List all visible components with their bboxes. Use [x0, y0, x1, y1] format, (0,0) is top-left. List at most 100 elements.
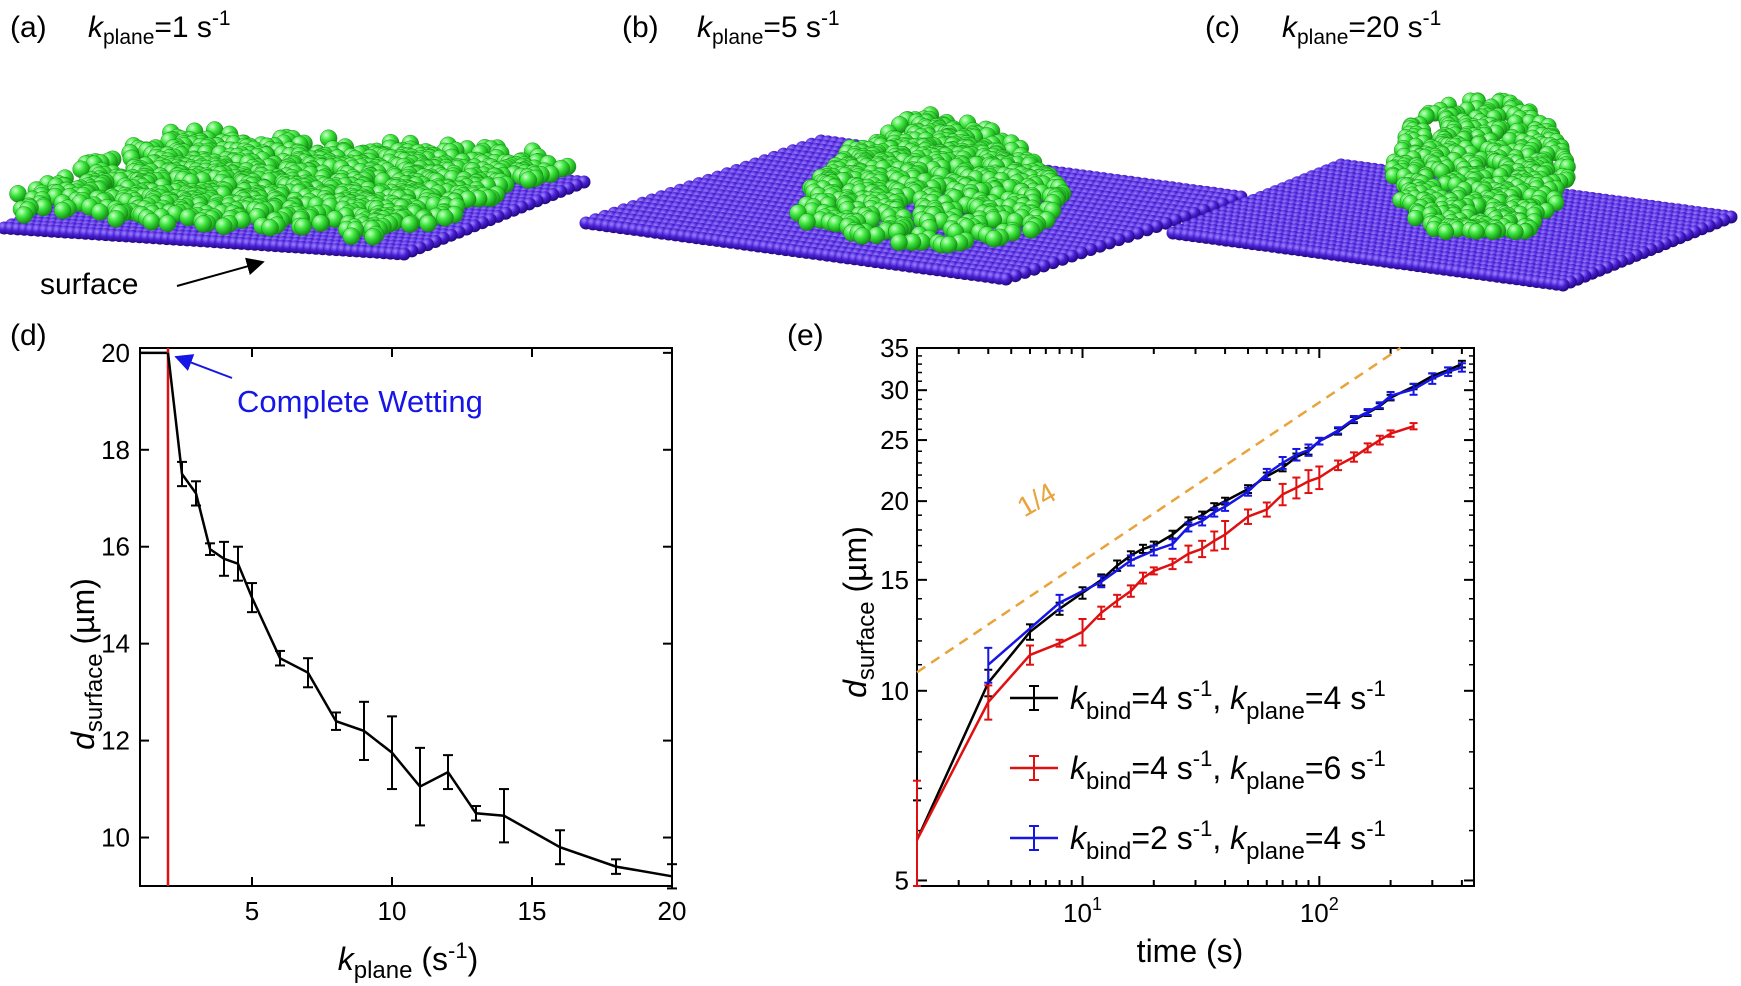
- chart-e-errorbar: [1149, 544, 1158, 557]
- panel-c-sub: plane: [1297, 26, 1348, 49]
- chart-d-errorbar: [415, 746, 425, 827]
- panel-a-value: =1 s: [154, 11, 212, 44]
- chart-d-errorbar: [611, 858, 621, 875]
- chart-e-errorbar: [1113, 593, 1122, 608]
- chart-e-frame: [916, 347, 1475, 887]
- chart-e-errorbar: [1184, 521, 1193, 533]
- chart-e-errorbar: [1198, 539, 1207, 559]
- chart-e-errorbar: [1210, 530, 1219, 552]
- chart-e-ytick-label: 15: [880, 565, 909, 595]
- chart-e-errorbar: [1292, 476, 1301, 500]
- chart-e-errorbar: [1138, 571, 1147, 585]
- panel-a-sup: -1: [212, 7, 231, 30]
- legend-label: kbind=4 s-1, kplane=4 s-1: [1070, 676, 1386, 725]
- chart-d-errorbar: [247, 582, 257, 614]
- snapshot-a-complete-wetting: [0, 121, 591, 261]
- chart-d-ytick-label: 10: [101, 823, 130, 853]
- chart-e-xtick-label: 101: [1063, 894, 1102, 928]
- snapshot-c-droplet: [1166, 92, 1738, 292]
- chart-e-xlabel: time (s): [1137, 933, 1244, 969]
- panel-a-letter: (a): [10, 11, 47, 44]
- svg-text:(a): (a): [10, 11, 47, 44]
- panel-b-sub: plane: [712, 26, 763, 49]
- chart-e-errorbar: [1025, 644, 1034, 666]
- panel-a-k: k: [88, 11, 105, 44]
- chart-d-errorbar: [219, 540, 229, 577]
- chart-d-ytick-label: 14: [101, 629, 130, 659]
- chart-d-errorbar: [303, 657, 313, 689]
- panel-c-letter: (c): [1205, 11, 1240, 44]
- snapshot-b-partial-wetting: [579, 106, 1248, 286]
- panel-c-value: =20 s: [1348, 11, 1422, 44]
- chart-d-ytick-label: 12: [101, 726, 130, 756]
- legend-item: kbind=2 s-1, kplane=4 s-1: [1010, 816, 1386, 865]
- chart-e-errorbar: [1375, 434, 1384, 446]
- chart-e-errorbar: [1149, 566, 1158, 576]
- chart-e-errorbar: [1055, 593, 1064, 612]
- chart-e-ytick-label: 5: [895, 865, 909, 895]
- chart-d-errorbar: [471, 805, 481, 822]
- panel-c-sup: -1: [1423, 7, 1442, 30]
- svg-text:(c): (c): [1205, 11, 1240, 44]
- chart-e-legend: kbind=4 s-1, kplane=4 s-1 kbind=4 s-1, kp…: [1010, 676, 1386, 865]
- panel-e-letter: (e): [787, 319, 824, 352]
- surface-arrow: [176, 257, 265, 287]
- panel-c-title: (c) kplane=20 s-1: [1205, 7, 1441, 49]
- chart-d-ylabel: dsurface (µm): [65, 578, 108, 750]
- chart-d-errorbar: [275, 649, 285, 667]
- chart-e-errorbar: [913, 779, 921, 887]
- chart-d-errorbar: [233, 545, 243, 582]
- chart-d-errorbar: [191, 480, 201, 507]
- chart-d-xtick-label: 20: [658, 896, 687, 926]
- chart-e-ytick-label: 20: [880, 486, 909, 516]
- chart-e-errorbar: [1349, 451, 1358, 463]
- chart-e-errorbar: [1262, 501, 1271, 518]
- chart-e-errorbar: [1221, 501, 1230, 512]
- chart-e-errorbar: [1078, 618, 1087, 647]
- chart-d-errorbar: [359, 700, 369, 761]
- chart-e-errorbar: [1386, 391, 1395, 401]
- chart-e-errorbar: [1168, 538, 1177, 550]
- legend-label: kbind=2 s-1, kplane=4 s-1: [1070, 816, 1386, 865]
- chart-d-ytick-label: 18: [101, 435, 130, 465]
- chart-e-errorbar: [1198, 515, 1207, 527]
- chart-d-ytick-label: 16: [101, 532, 130, 562]
- chart-e-errorbar: [1210, 507, 1219, 518]
- complete-wetting-arrow: [174, 354, 233, 379]
- chart-e-errorbar: [1363, 442, 1372, 454]
- panel-b-title: (b) kplane=5 s-1: [622, 7, 840, 49]
- chart-e-errorbar: [1262, 467, 1271, 480]
- chart-e-errorbar: [984, 684, 993, 721]
- chart-e-errorbar: [1304, 469, 1313, 495]
- chart-d-xtick-label: 15: [518, 896, 547, 926]
- chart-e-errorbar: [1334, 459, 1343, 472]
- panel-b-value: =5 s: [763, 11, 821, 44]
- chart-e-xtick-label: 102: [1300, 894, 1339, 928]
- chart-e-errorbar: [1244, 486, 1253, 497]
- chart-d-errorbar: [667, 863, 677, 890]
- panel-c-k: k: [1282, 11, 1299, 44]
- chart-d-errorbar: [205, 542, 215, 556]
- panel-a-sub: plane: [103, 26, 154, 49]
- chart-e-errorbar: [1363, 408, 1372, 416]
- chart-d-errorbar: [331, 711, 341, 731]
- chart-d-frame: [139, 347, 673, 887]
- chart-e-errorbar: [1409, 382, 1418, 396]
- chart-e-errorbar: [1244, 508, 1253, 525]
- chart-e-errorbar: [1055, 638, 1064, 648]
- chart-e-series-line: [987, 366, 1463, 666]
- panel-b-k: k: [697, 11, 714, 44]
- chart-e-errorbar: [1375, 401, 1384, 410]
- chart-e-errorbar: [1315, 436, 1324, 446]
- chart-e-errorbar: [1221, 519, 1230, 550]
- chart-e: 101 102 5 10 15 20 25 30 35 1/4 kbind=4 s-1, kplan…: [880, 333, 1475, 928]
- panel-d-letter: (d): [10, 319, 47, 352]
- chart-d-errorbar: [499, 788, 509, 844]
- chart-e-ylabel: dsurface (µm): [837, 526, 880, 698]
- chart-e-errorbar: [1097, 605, 1106, 621]
- chart-e-errorbar: [1078, 586, 1087, 600]
- svg-text:kplane=1 s-1: kplane=1 s-1: [88, 7, 231, 49]
- legend-item: kbind=4 s-1, kplane=6 s-1: [1010, 746, 1386, 795]
- chart-e-errorbar: [1278, 456, 1287, 470]
